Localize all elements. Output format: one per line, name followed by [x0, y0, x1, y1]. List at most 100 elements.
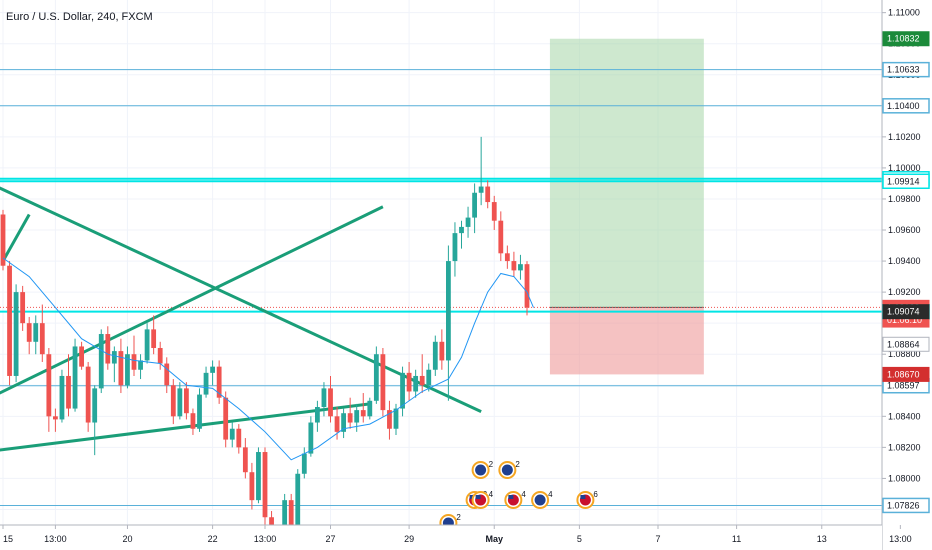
candle-body [321, 388, 327, 408]
event-flag-canton [508, 495, 514, 499]
economic-events[interactable]: 22242446 [439, 460, 598, 532]
candle-body [419, 375, 425, 386]
time-tick-label: 11 [732, 534, 741, 544]
us-event-icon[interactable]: 4 [471, 490, 494, 509]
loss-zone[interactable] [549, 307, 704, 375]
candle-body [0, 214, 6, 266]
candle-body [459, 226, 464, 234]
candle-body [85, 366, 91, 423]
candle-body [197, 394, 202, 429]
price-badge-label: 1.10832 [887, 34, 920, 44]
line-price-label: 1.10633 [887, 65, 920, 75]
eu-event-icon[interactable]: 2 [471, 460, 494, 479]
candle-body [98, 334, 104, 389]
candle-body [223, 397, 229, 440]
trendline[interactable] [0, 205, 384, 395]
candle-body [387, 410, 392, 429]
time-tick-label: 13 [817, 534, 827, 544]
price-tick-label: 1.09800 [888, 194, 921, 204]
candle-body [210, 366, 215, 373]
candle-body [256, 452, 261, 501]
profit-zone[interactable] [549, 38, 704, 308]
event-flag [501, 464, 513, 476]
long-position-tool[interactable] [549, 38, 704, 375]
line-price-label: 1.08597 [887, 381, 920, 391]
price-tick-label: 1.08200 [888, 442, 921, 452]
candle-body [360, 410, 366, 417]
time-tick-label: 29 [404, 534, 414, 544]
eu-event-icon[interactable]: 2 [498, 460, 520, 479]
time-tick-label: 15 [3, 534, 13, 544]
candle-body [144, 329, 150, 361]
candle-body [380, 354, 386, 411]
time-axis[interactable]: 15 13:00 20 22 13:00 27 29 May 5 7 11 13 13:00 [0, 524, 912, 550]
event-count: 4 [489, 490, 494, 499]
candle-body [46, 354, 52, 417]
event-flag [534, 494, 546, 506]
trendline[interactable] [1, 213, 31, 262]
candle-body [373, 354, 379, 401]
line-price-tag [882, 61, 930, 78]
candle-body [92, 388, 98, 423]
candle-body [105, 334, 111, 364]
candle-body [170, 385, 176, 417]
time-tick-label: 13:00 [889, 534, 912, 544]
candle-body [328, 388, 333, 417]
candle-body [452, 233, 458, 262]
time-tick-label: 22 [208, 534, 218, 544]
candle-body [282, 500, 288, 541]
candle-body [118, 351, 124, 386]
eu-event-icon[interactable]: 4 [531, 490, 553, 509]
candle-body [138, 360, 143, 370]
candle-body [262, 452, 268, 518]
event-count: 2 [456, 513, 461, 522]
candle-body [347, 413, 353, 423]
candle-body [465, 217, 471, 227]
price-tick-label: 1.09400 [888, 256, 921, 266]
candle-body [341, 413, 346, 432]
event-flag-canton [475, 495, 481, 499]
price-badge [882, 304, 930, 320]
trendline[interactable] [0, 402, 370, 452]
price-tick-label: 1.08800 [888, 349, 921, 359]
time-tick-label: 27 [325, 534, 335, 544]
us-event-icon[interactable]: 6 [576, 490, 598, 509]
price-tick-label: 1.09200 [888, 287, 921, 297]
candle-body [354, 410, 360, 423]
price-tick-label: 1.08400 [888, 411, 921, 421]
candle-body [334, 416, 340, 432]
price-tick-label: 1.10200 [888, 132, 921, 142]
event-flag-canton [469, 495, 475, 499]
time-tick-label: 7 [655, 534, 660, 544]
time-tick-label: 13:00 [254, 534, 277, 544]
horizontal-lines[interactable] [0, 69, 882, 506]
candle-body [203, 372, 209, 395]
event-count: 2 [515, 460, 520, 469]
candle-body [26, 323, 32, 342]
event-count: 2 [489, 460, 494, 469]
candle-body [131, 354, 137, 370]
candle-body [7, 265, 12, 376]
candle-body [439, 341, 445, 361]
candle-body [125, 354, 130, 386]
candle-body [111, 351, 117, 364]
candle-body [498, 220, 504, 254]
price-tick-label: 1.10000 [888, 163, 921, 173]
candle-body [485, 186, 491, 203]
candle-body [367, 400, 373, 417]
price-badge [882, 336, 930, 352]
candle-body [151, 329, 157, 349]
candle-body [472, 192, 477, 218]
time-tick-label: 20 [122, 534, 132, 544]
price-tick-label: 1.11000 [888, 8, 920, 18]
event-count: 4 [521, 490, 526, 499]
candle-body [229, 428, 235, 440]
us-event-icon[interactable]: 4 [504, 490, 526, 509]
candle-body [478, 186, 484, 193]
candles [0, 136, 530, 549]
price-badge-label: 1.08670 [887, 369, 920, 379]
candle-body [59, 375, 65, 420]
line-price-tag [882, 497, 930, 514]
price-axis[interactable]: 1.078001.080001.082001.084001.086001.088… [881, 0, 932, 550]
